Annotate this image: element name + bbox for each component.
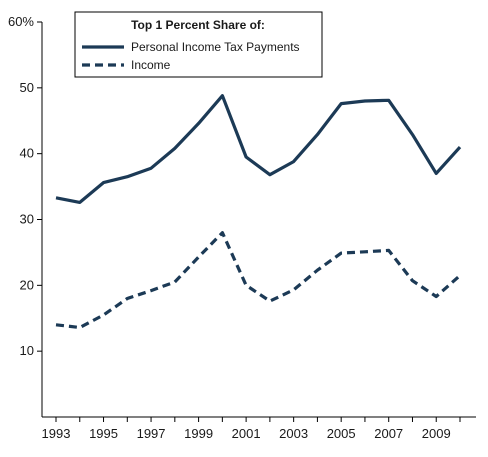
legend-box <box>74 11 323 78</box>
legend-title: Top 1 Percent Share of: <box>131 18 265 32</box>
x-tick-label: 2003 <box>279 426 308 441</box>
series-line-income <box>55 231 462 330</box>
x-tick-label: 2007 <box>374 426 403 441</box>
plot-frame <box>41 22 476 418</box>
y-axis: 10 20 30 40 50 60% <box>8 14 42 358</box>
series-line-tax-payments <box>55 94 462 204</box>
legend-label-tax-payments: Personal Income Tax Payments <box>131 40 300 54</box>
y-tick-label: 60% <box>8 14 34 29</box>
legend-label-income: Income <box>131 58 171 72</box>
x-tick-label: 1993 <box>42 426 71 441</box>
x-tick-label: 2009 <box>422 426 451 441</box>
x-axis: 1993 1995 1997 1999 2001 2003 2005 2007 2009 <box>42 417 461 441</box>
series-layer <box>55 94 462 330</box>
x-tick-label: 1995 <box>89 426 118 441</box>
y-tick-label: 30 <box>20 212 34 227</box>
y-tick-label: 20 <box>20 277 34 292</box>
y-tick-label: 40 <box>20 146 34 161</box>
y-tick-label: 10 <box>20 343 34 358</box>
x-tick-label: 2005 <box>327 426 356 441</box>
x-tick-label: 1997 <box>137 426 166 441</box>
legend: Top 1 Percent Share of: Personal Income … <box>74 11 323 78</box>
x-tick-label: 2001 <box>232 426 261 441</box>
x-tick-label: 1999 <box>184 426 213 441</box>
y-tick-label: 50 <box>20 80 34 95</box>
